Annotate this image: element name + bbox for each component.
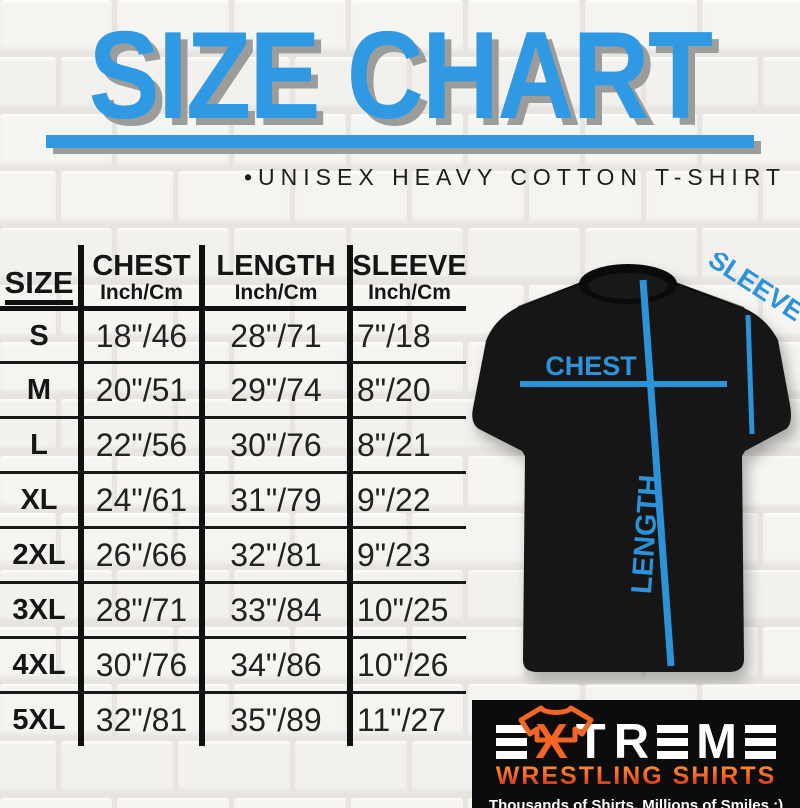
header-sleeve: SLEEVE Inch/Cm	[347, 245, 467, 306]
cell-chest: 24"/61	[78, 471, 199, 526]
letter-e-bars	[744, 725, 776, 759]
cell-length: 29"/74	[199, 361, 347, 416]
letter-e-bars	[657, 725, 689, 759]
header-size: SIZE	[0, 245, 78, 306]
cell-chest: 20"/51	[78, 361, 199, 416]
brand-logo: X T R M WRESTLING SHIRTS Thousands of Sh…	[472, 700, 800, 808]
row-size-label: 3XL	[0, 581, 78, 636]
letter-e-bars	[496, 725, 528, 759]
brand-name: X T R M	[496, 715, 776, 769]
cell-chest: 26"/66	[78, 526, 199, 581]
tshirt-photo	[472, 264, 791, 672]
tshirt-diagram: CHEST LENGTH SLEEVE	[448, 244, 800, 685]
sleeve-line	[745, 314, 755, 435]
cell-chest: 30"/76	[78, 636, 199, 691]
header-length: LENGTH Inch/Cm	[199, 245, 347, 306]
row-size-label: 4XL	[0, 636, 78, 691]
size-table: SIZE CHEST Inch/Cm LENGTH Inch/Cm SLEEVE…	[0, 245, 467, 746]
row-size-label: 5XL	[0, 691, 78, 746]
cell-length: 31"/79	[199, 471, 347, 526]
title-underline	[46, 135, 754, 148]
letter-t: T	[575, 715, 606, 769]
page-title: SIZE CHART	[88, 7, 713, 145]
letter-r: R	[613, 715, 650, 769]
tshirt-icon	[518, 705, 594, 743]
row-size-label: 2XL	[0, 526, 78, 581]
cell-sleeve: 10"/25	[347, 581, 466, 636]
cell-length: 33"/84	[199, 581, 347, 636]
cell-length: 32"/81	[199, 526, 347, 581]
cell-length: 35"/89	[199, 691, 347, 746]
cell-chest: 22"/56	[78, 416, 199, 471]
cell-chest: 28"/71	[78, 581, 199, 636]
subtitle: •UNISEX HEAVY COTTON T-SHIRT	[244, 164, 786, 190]
cell-length: 30"/76	[199, 416, 347, 471]
cell-sleeve: 8"/21	[347, 416, 466, 471]
row-size-label: M	[0, 361, 78, 416]
cell-sleeve: 9"/23	[347, 526, 466, 581]
cell-sleeve: 8"/20	[347, 361, 466, 416]
brand-tagline: Thousands of Shirts. Millions of Smiles …	[488, 797, 784, 808]
row-size-label: L	[0, 416, 78, 471]
brand-subtitle: WRESTLING SHIRTS	[495, 762, 777, 790]
row-size-label: S	[0, 306, 78, 361]
cell-length: 28"/71	[199, 306, 347, 361]
letter-m: M	[696, 715, 737, 769]
measure-lines	[520, 279, 755, 667]
cell-chest: 32"/81	[78, 691, 199, 746]
chest-label: CHEST	[545, 351, 637, 381]
header-chest: CHEST Inch/Cm	[78, 245, 199, 306]
cell-sleeve: 9"/22	[347, 471, 466, 526]
length-line	[639, 279, 675, 667]
cell-chest: 18"/46	[78, 306, 199, 361]
row-size-label: XL	[0, 471, 78, 526]
cell-sleeve: 10"/26	[347, 636, 466, 691]
cell-sleeve: 7"/18	[347, 306, 466, 361]
cell-length: 34"/86	[199, 636, 347, 691]
cell-sleeve: 11"/27	[347, 691, 466, 746]
